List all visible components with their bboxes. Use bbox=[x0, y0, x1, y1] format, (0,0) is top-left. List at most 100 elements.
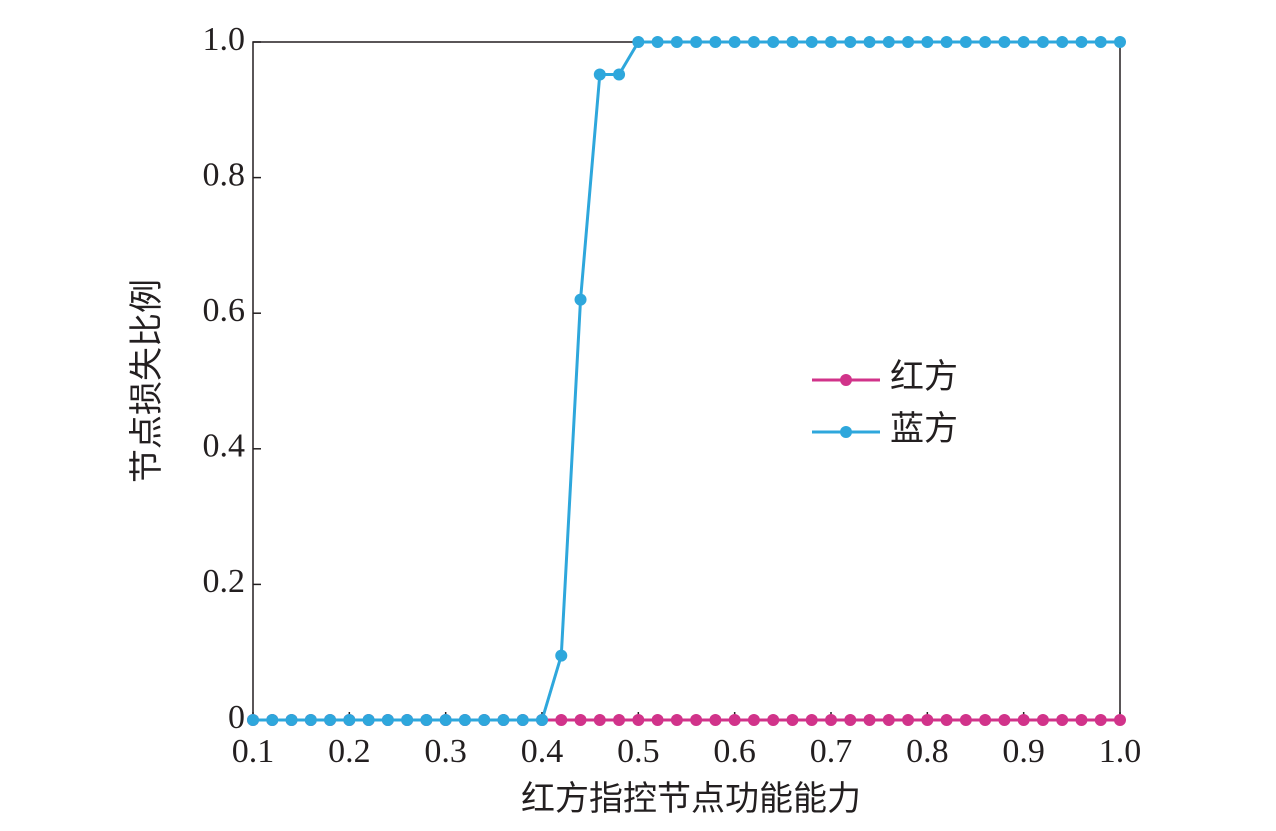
data-point bbox=[555, 714, 568, 726]
data-point bbox=[747, 714, 760, 726]
y-tick-label: 0.8 bbox=[203, 156, 246, 193]
data-point bbox=[709, 36, 722, 48]
data-point bbox=[767, 36, 780, 48]
x-tick-label: 0.6 bbox=[713, 733, 756, 770]
data-point bbox=[709, 714, 722, 726]
data-point bbox=[921, 36, 934, 48]
data-point bbox=[979, 36, 992, 48]
data-point bbox=[902, 714, 915, 726]
data-point bbox=[613, 68, 626, 81]
data-point bbox=[690, 714, 703, 726]
data-point bbox=[786, 36, 799, 48]
y-tick-label: 1.0 bbox=[203, 21, 246, 58]
data-point bbox=[266, 714, 279, 726]
data-point bbox=[420, 714, 433, 726]
y-tick-label: 0.4 bbox=[203, 428, 246, 465]
data-point bbox=[516, 714, 529, 726]
x-tick-label: 0.9 bbox=[1002, 733, 1045, 770]
data-point bbox=[1056, 714, 1069, 726]
data-point bbox=[844, 36, 857, 48]
legend-marker bbox=[840, 426, 852, 438]
x-tick-label: 0.2 bbox=[328, 733, 371, 770]
data-point bbox=[767, 714, 780, 726]
data-point bbox=[728, 714, 741, 726]
data-point bbox=[632, 714, 645, 726]
data-point bbox=[613, 714, 626, 726]
data-point bbox=[959, 714, 972, 726]
x-tick-label: 0.5 bbox=[617, 733, 660, 770]
y-axis-label: 节点损失比例 bbox=[128, 279, 166, 483]
data-point bbox=[1075, 36, 1088, 48]
data-point bbox=[555, 649, 568, 662]
data-point bbox=[728, 36, 741, 48]
data-point bbox=[285, 714, 298, 726]
data-point bbox=[670, 714, 683, 726]
y-tick-label: 0.6 bbox=[203, 292, 246, 329]
data-point bbox=[1036, 36, 1049, 48]
x-tick-label: 0.4 bbox=[521, 733, 564, 770]
data-point bbox=[324, 714, 337, 726]
data-point bbox=[882, 36, 895, 48]
data-point bbox=[844, 714, 857, 726]
legend-label: 蓝方 bbox=[890, 410, 958, 448]
y-tick-label: 0.2 bbox=[203, 563, 246, 600]
data-point bbox=[381, 714, 394, 726]
data-point bbox=[304, 714, 317, 726]
data-point bbox=[1114, 36, 1126, 48]
x-tick-label: 1.0 bbox=[1099, 733, 1142, 770]
data-point bbox=[1056, 36, 1069, 48]
data-point bbox=[651, 36, 664, 48]
data-point bbox=[497, 714, 510, 726]
series-line bbox=[253, 40, 1120, 722]
x-axis-label: 红方指控节点功能能力 bbox=[521, 780, 861, 818]
data-point bbox=[690, 36, 703, 48]
x-tick-label: 0.1 bbox=[232, 733, 275, 770]
data-point bbox=[1036, 714, 1049, 726]
data-point bbox=[959, 36, 972, 48]
data-point bbox=[747, 36, 760, 48]
x-tick-label: 0.8 bbox=[906, 733, 949, 770]
data-point bbox=[902, 36, 915, 48]
data-point bbox=[805, 36, 818, 48]
data-point bbox=[536, 714, 548, 726]
data-point bbox=[1094, 714, 1107, 726]
data-point bbox=[1094, 36, 1107, 48]
data-point bbox=[247, 714, 259, 726]
data-point bbox=[574, 293, 587, 306]
data-point bbox=[882, 714, 895, 726]
data-point bbox=[651, 714, 664, 726]
data-point bbox=[593, 68, 606, 81]
data-point bbox=[863, 714, 876, 726]
data-point bbox=[593, 714, 606, 726]
data-point bbox=[940, 36, 953, 48]
y-tick-label: 0 bbox=[228, 699, 245, 736]
data-point bbox=[343, 714, 356, 726]
plot-frame bbox=[252, 41, 1121, 721]
data-point bbox=[825, 36, 837, 48]
data-point bbox=[921, 714, 934, 726]
data-point bbox=[786, 714, 799, 726]
data-point bbox=[632, 36, 645, 48]
data-point bbox=[1075, 714, 1088, 726]
data-point bbox=[863, 36, 876, 48]
data-point bbox=[825, 714, 837, 726]
data-point bbox=[401, 714, 414, 726]
data-point bbox=[1017, 714, 1030, 726]
data-point bbox=[979, 714, 992, 726]
data-point bbox=[362, 714, 375, 726]
x-tick-label: 0.3 bbox=[424, 733, 467, 770]
data-point bbox=[805, 714, 818, 726]
data-point bbox=[1017, 36, 1030, 48]
data-point bbox=[998, 36, 1011, 48]
data-point bbox=[670, 36, 683, 48]
data-point bbox=[574, 714, 587, 726]
x-tick-label: 0.7 bbox=[810, 733, 853, 770]
data-point bbox=[439, 714, 452, 726]
data-point bbox=[478, 714, 491, 726]
data-point bbox=[1114, 714, 1126, 726]
legend-marker bbox=[840, 374, 852, 386]
data-point bbox=[998, 714, 1011, 726]
data-point bbox=[940, 714, 953, 726]
